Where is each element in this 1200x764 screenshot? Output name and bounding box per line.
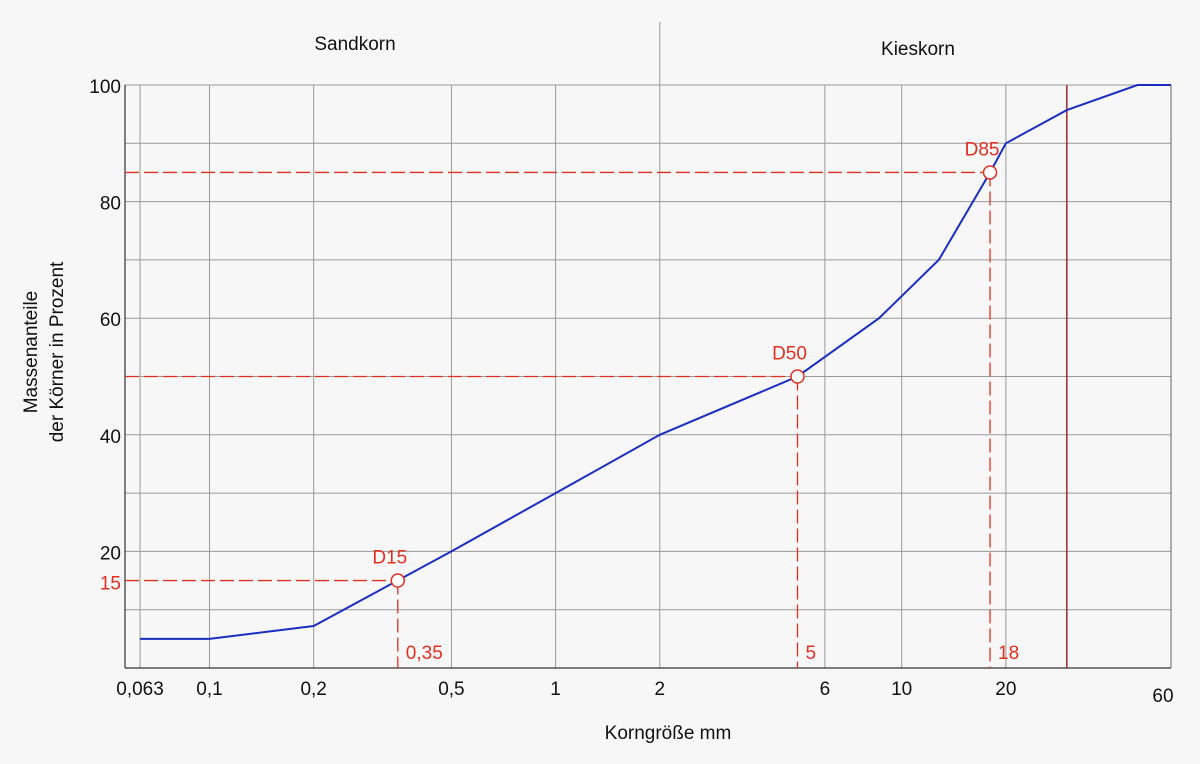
marker-point [982, 165, 998, 180]
y-tick-label: 100 [89, 77, 121, 98]
marker-label: D50 [772, 344, 807, 365]
x-tick-label: 1 [550, 679, 561, 700]
x-tick-label: 2 [654, 679, 665, 700]
x-tick-label: 60 [1152, 686, 1173, 707]
marker-x-label: 0,35 [406, 643, 443, 664]
y-tick-label: 60 [100, 310, 121, 331]
y-tick-label: 20 [100, 543, 121, 564]
marker-label: D15 [372, 548, 407, 569]
x-tick-label: 0,1 [196, 679, 222, 700]
x-tick-label: 0,063 [116, 679, 164, 700]
marker-label: D85 [965, 139, 1000, 160]
marker-point [790, 369, 805, 384]
x-tick-label: 0,5 [438, 679, 464, 700]
header-kies: Kieskorn [881, 39, 955, 60]
x-tick-label: 20 [995, 679, 1016, 700]
curve [140, 84, 1171, 640]
marker-y-label: 15 [100, 574, 121, 595]
x-tick-label: 10 [891, 679, 912, 700]
marker-point [390, 573, 406, 588]
y-tick-label: 80 [100, 194, 121, 215]
y-axis-label: Massenanteile [21, 291, 42, 414]
x-tick-label: 6 [820, 679, 831, 700]
marker-x-label: 5 [805, 643, 816, 664]
x-tick-label: 0,2 [300, 679, 326, 700]
header-sand: Sandkorn [314, 34, 395, 55]
x-axis-label: Korngröße mm [605, 723, 732, 744]
y-axis-label: der Körner in Prozent [47, 261, 68, 442]
y-tick-label: 40 [100, 427, 121, 448]
marker-x-label: 18 [998, 643, 1019, 664]
